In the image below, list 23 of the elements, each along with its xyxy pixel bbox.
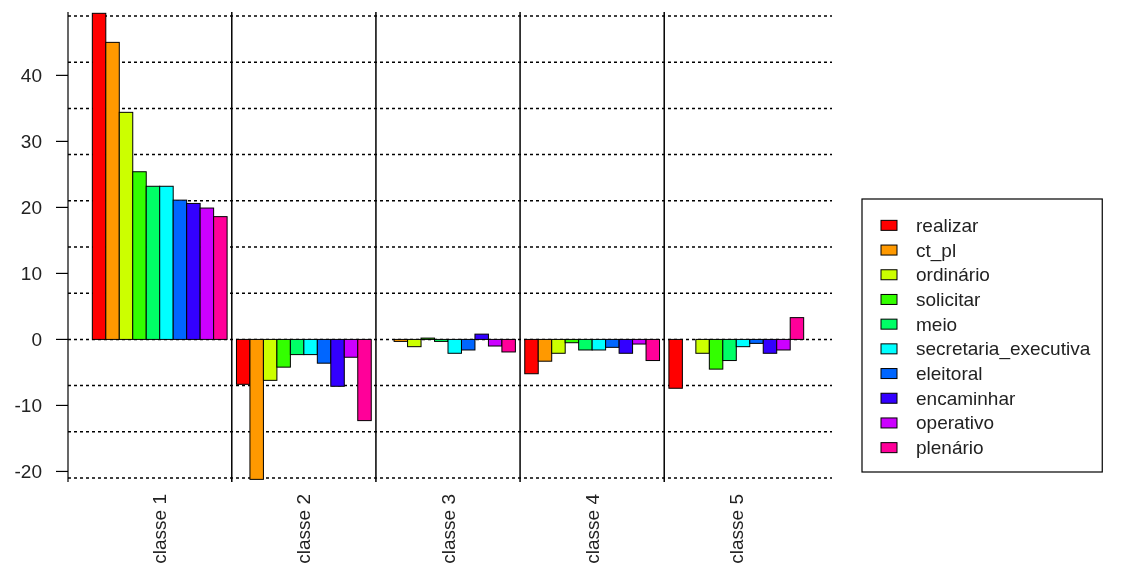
y-tick-label: 30 bbox=[20, 130, 42, 152]
legend-label: plenário bbox=[916, 437, 984, 459]
x-tick-label: classe 1 bbox=[149, 494, 171, 564]
bar bbox=[668, 338, 683, 389]
y-tick-label: 40 bbox=[20, 64, 42, 86]
legend-label: operativo bbox=[916, 412, 995, 434]
y-tick-label: 0 bbox=[31, 328, 42, 350]
legend-label: secretaria_executiva bbox=[916, 338, 1091, 361]
y-tick-label: -20 bbox=[14, 460, 42, 482]
legend-label: realizar bbox=[916, 214, 979, 236]
x-tick-label: classe 5 bbox=[725, 494, 747, 564]
y-tick-label: -10 bbox=[14, 394, 42, 416]
y-tick-label: 20 bbox=[20, 196, 42, 218]
legend-label: ordinário bbox=[916, 264, 990, 286]
legend-label: eleitoral bbox=[916, 363, 983, 385]
x-tick-label: classe 3 bbox=[437, 494, 459, 564]
legend-label: ct_pl bbox=[916, 239, 957, 262]
legend-label: meio bbox=[916, 313, 958, 335]
legend-label: encaminhar bbox=[916, 387, 1016, 409]
x-tick-label: classe 4 bbox=[581, 493, 603, 564]
legend-label: solicitar bbox=[916, 288, 982, 310]
x-tick-label: classe 2 bbox=[293, 494, 315, 564]
y-tick-label: 10 bbox=[20, 262, 42, 284]
